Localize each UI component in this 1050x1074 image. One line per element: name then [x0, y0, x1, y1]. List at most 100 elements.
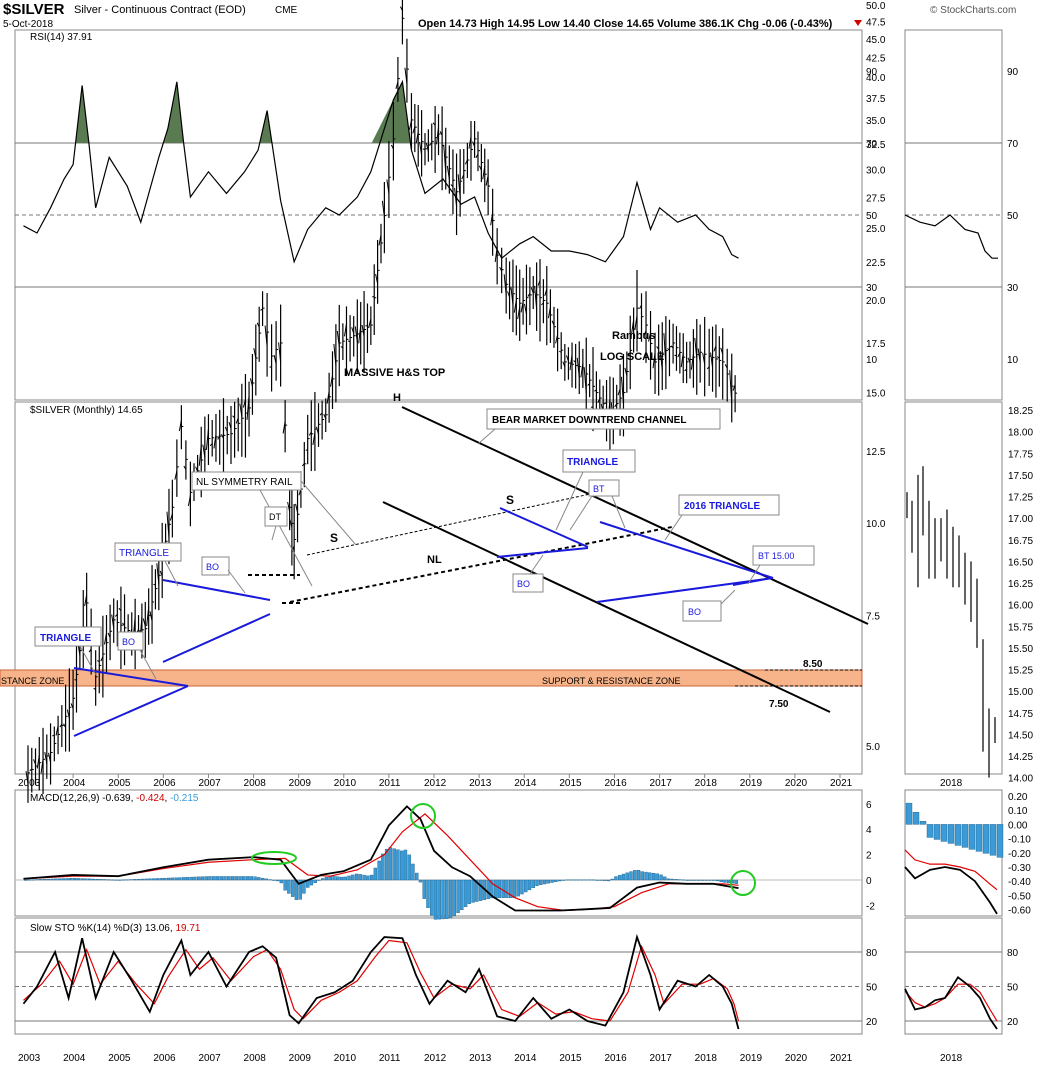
macd-histogram-bar [513, 880, 516, 898]
macd-histogram-bar [321, 878, 324, 880]
sto-panel-right [905, 918, 1002, 1034]
macd-histogram-bar [419, 880, 422, 882]
bo-2014-text: BO [517, 579, 530, 589]
macd-histogram-bar [171, 878, 174, 880]
price-y-tick: 37.5 [866, 94, 886, 105]
rsi-right-y-tick: 10 [1007, 355, 1019, 366]
macd-histogram-bar [588, 880, 591, 881]
resistance-zone-label: STANCE ZONE [1, 676, 64, 686]
axis-labels: 9070503010907050301050.047.545.042.540.0… [18, 1, 1033, 1064]
macd-histogram-bar [592, 880, 595, 881]
x-year-label: 2011 [379, 778, 401, 789]
macd-histogram-bar [344, 877, 347, 880]
macd-histogram-bar [36, 880, 39, 881]
rsi-right-y-tick: 30 [1007, 283, 1019, 294]
macd-histogram-bar [246, 876, 249, 880]
macd-histogram-bar [569, 880, 572, 881]
macd-histogram-bar [231, 876, 234, 880]
chg-down-arrow-icon [854, 20, 862, 26]
x-year-label: 2015 [559, 778, 582, 789]
macd-histogram-bar [92, 879, 95, 880]
macd-histogram-bar [536, 880, 539, 886]
x-year-label: 2007 [198, 778, 221, 789]
sto-right-y-tick: 20 [1007, 1017, 1019, 1028]
macd-title-label: MACD(12,26,9) -0.639, [30, 793, 136, 804]
macd-histogram-bar [517, 880, 520, 896]
macd-histogram-bar [325, 877, 328, 880]
triangle-2006-top [163, 580, 270, 600]
macd-histogram-bar [152, 879, 155, 880]
price-y-tick: 15.0 [866, 389, 886, 400]
right-shoulder-label: S [506, 493, 514, 507]
macd-histogram-bar [272, 880, 275, 881]
macd-title: MACD(12,26,9) -0.639, -0.424, -0.215 [30, 793, 199, 804]
rsi-y-tick: 50 [866, 211, 878, 222]
macd-histogram-bar [554, 880, 557, 882]
macd-right-y-tick: -0.20 [1008, 849, 1031, 860]
macd-histogram-bar [551, 880, 554, 883]
macd-histogram-bar [411, 864, 414, 880]
price-panel [15, 402, 862, 774]
price-y-tick: 42.5 [866, 53, 886, 64]
macd-histogram-bar [457, 880, 460, 913]
macd-histogram-bar [54, 879, 57, 880]
macd-histogram-bar [156, 878, 159, 880]
price-right-y-tick: 14.50 [1008, 730, 1033, 741]
nl-symmetry-rail [307, 493, 595, 555]
macd-histogram-bar [126, 880, 129, 881]
macd-histogram-bar [539, 880, 542, 885]
macd-histogram-bar [656, 874, 659, 880]
x-year-label: 2013 [469, 1053, 492, 1064]
macd-histogram-bar-right [976, 824, 982, 851]
macd-histogram-bar [607, 880, 610, 881]
x-year-label: 2009 [289, 778, 312, 789]
x-year-label: 2019 [740, 1053, 763, 1064]
price-y-tick: 32.5 [866, 140, 886, 151]
macd-histogram-bar [280, 880, 283, 883]
macd-histogram-bar-right [983, 824, 989, 853]
price-y-tick: 17.5 [866, 339, 886, 350]
price-y-tick: 10.0 [866, 519, 886, 530]
macd-histogram-bar [88, 879, 91, 880]
price-right-y-tick: 16.00 [1008, 601, 1033, 612]
macd-signal-line [23, 814, 738, 911]
macd-histogram-bar [340, 877, 343, 880]
macd-histogram-bar [163, 878, 166, 880]
macd-histogram-bar [663, 877, 666, 880]
price-y-tick: 35.0 [866, 116, 886, 127]
price-right-y-tick: 14.00 [1008, 774, 1033, 785]
bo-2018-text: BO [688, 607, 701, 617]
x-year-label: 2003 [18, 1053, 41, 1064]
x-year-label: 2021 [830, 1053, 853, 1064]
price-title: $SILVER (Monthly) 14.65 [30, 405, 143, 416]
macd-histogram-bar [257, 877, 260, 880]
macd-histogram-bar [723, 880, 726, 882]
macd-histogram-bar [133, 879, 136, 880]
macd-histogram-bar [727, 880, 730, 883]
rsi-right-y-tick: 90 [1007, 67, 1019, 78]
macd-histogram-bar [449, 880, 452, 918]
macd-histogram-bar [629, 872, 632, 880]
macd-histogram-bar [584, 880, 587, 881]
rsi-right-y-tick: 70 [1007, 139, 1019, 150]
macd-histogram-bar [442, 880, 445, 919]
price-y-tick: 20.0 [866, 296, 886, 307]
macd-histogram-bar [193, 877, 196, 880]
macd-histogram-bar [389, 848, 392, 880]
macd-histogram-bar [547, 880, 550, 883]
sto-y-tick: 80 [866, 948, 878, 959]
price-right-y-tick: 16.25 [1008, 579, 1033, 590]
price-right-y-tick: 16.50 [1008, 557, 1033, 568]
callout-bo-2018: BO [683, 590, 735, 621]
macd-histogram-bar [208, 876, 211, 880]
price-right-y-tick: 15.50 [1008, 644, 1033, 655]
macd-histogram-bar [317, 880, 320, 881]
x-year-label: 2009 [289, 1053, 312, 1064]
price-right-y-tick: 14.25 [1008, 752, 1033, 763]
price-y-tick: 12.5 [866, 447, 886, 458]
price-y-tick: 47.5 [866, 18, 886, 29]
macd-histogram-bar [667, 879, 670, 880]
macd-histogram-bar [175, 878, 178, 880]
x-year-label: 2013 [469, 778, 492, 789]
macd-histogram-bar [201, 877, 204, 880]
